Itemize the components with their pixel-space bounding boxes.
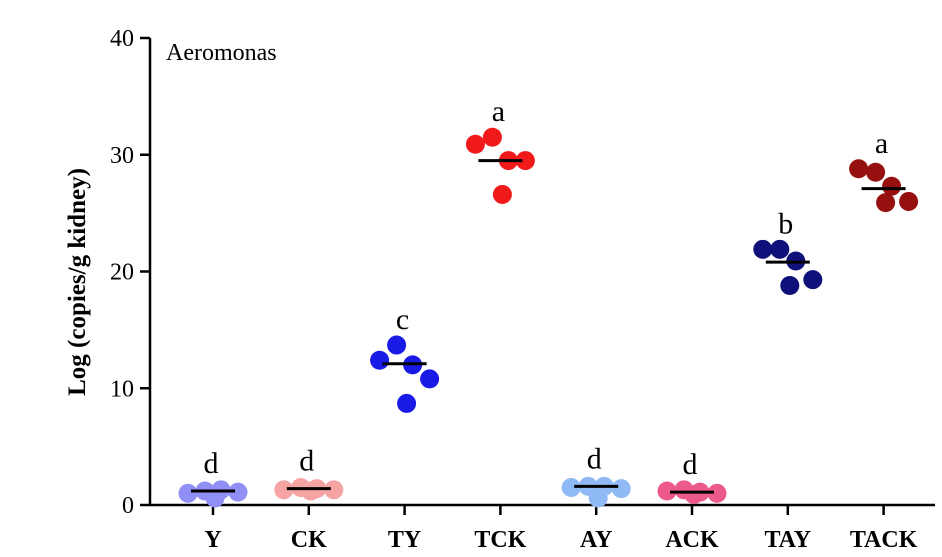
data-group-ty: c (370, 303, 440, 413)
data-point (274, 480, 294, 500)
data-point (876, 193, 896, 213)
y-axis-ticks: 0 10 20 30 40 (110, 26, 150, 519)
x-tick-label: ACK (665, 527, 719, 553)
y-tick-label: 40 (110, 26, 134, 52)
significance-letter: a (492, 95, 505, 128)
data-point (561, 477, 581, 497)
data-point (370, 350, 390, 370)
chart-title: Aeromonas (166, 40, 277, 66)
data-group-ay: d (561, 442, 631, 508)
data-point (780, 276, 800, 296)
x-tick-label: TCK (474, 527, 526, 553)
significance-letter: c (396, 303, 409, 336)
y-axis-label: Log (copies/g kidney) (64, 168, 91, 396)
y-tick-label: 30 (110, 143, 134, 169)
x-tick-label: TACK (850, 527, 918, 553)
data-point (465, 134, 485, 154)
significance-letter: a (875, 127, 888, 160)
data-point (684, 484, 704, 504)
data-point (482, 127, 502, 147)
y-tick-label: 10 (110, 376, 134, 402)
data-point (770, 239, 790, 259)
data-point (228, 482, 248, 502)
x-tick-label: TY (388, 527, 421, 553)
data-point (178, 483, 198, 503)
data-point (803, 270, 823, 290)
x-tick-label: TAY (764, 527, 811, 553)
data-point (420, 369, 440, 389)
data-point (324, 480, 344, 500)
x-tick-label: AY (580, 527, 612, 553)
data-point (707, 483, 727, 503)
x-tick-label: Y (204, 527, 221, 553)
data-point (588, 488, 608, 508)
data-point (301, 481, 321, 501)
y-tick-label: 20 (110, 260, 134, 286)
significance-letter: b (778, 207, 793, 240)
data-group-tack: a (849, 127, 919, 213)
y-tick-label: 0 (122, 493, 134, 519)
data-point (611, 479, 631, 499)
data-point (899, 191, 919, 211)
x-axis-ticks: Y CK TY TCK AY ACK TAY TACK (204, 505, 918, 553)
data-point (387, 335, 407, 355)
data-groups: d d c a d d b a (178, 95, 919, 508)
significance-letter: d (587, 442, 602, 475)
data-group-tay: b (753, 207, 823, 296)
data-group-ck: d (274, 445, 344, 501)
data-point (515, 151, 535, 171)
significance-letter: d (299, 445, 314, 478)
significance-letter: d (683, 448, 698, 481)
data-point (849, 159, 869, 179)
data-point (205, 488, 225, 508)
data-group-tck: a (465, 95, 535, 204)
data-point (397, 393, 417, 413)
x-tick-label: CK (291, 527, 327, 553)
data-point (753, 239, 773, 259)
data-point (882, 176, 902, 196)
significance-letter: d (204, 447, 219, 480)
data-point (866, 162, 886, 182)
data-point (657, 481, 677, 501)
data-group-ack: d (657, 448, 727, 504)
data-group-y: d (178, 447, 248, 508)
data-point (492, 184, 512, 204)
